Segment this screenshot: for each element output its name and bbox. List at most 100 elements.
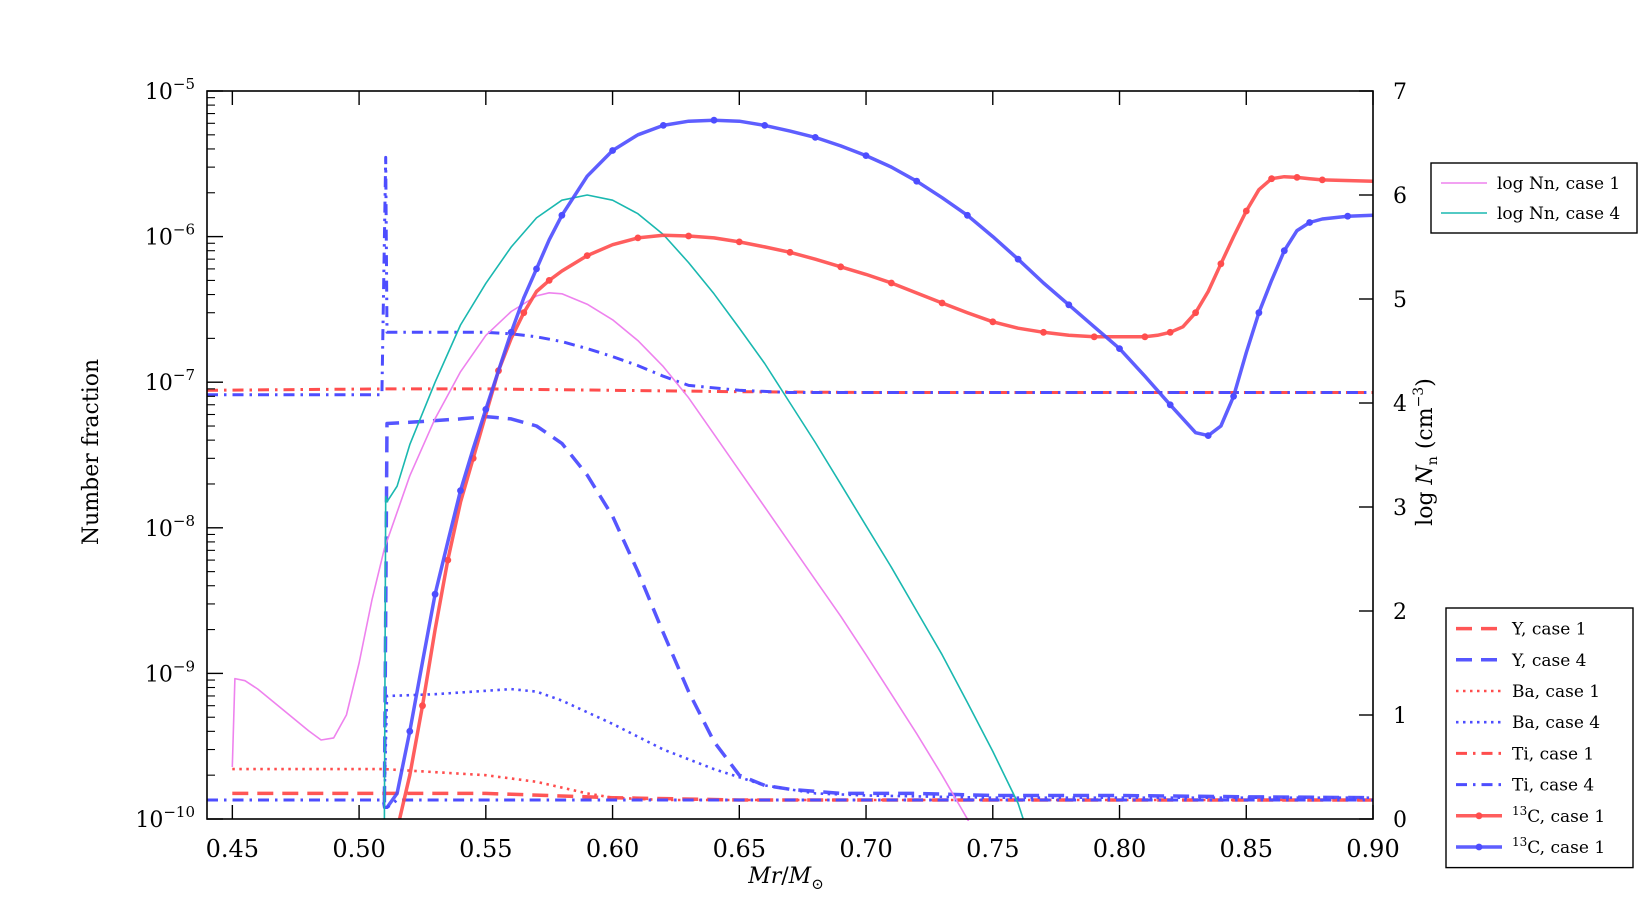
series-line-c13b	[385, 118, 1373, 809]
series-marker-c13b	[1204, 432, 1212, 439]
x-tick-label: 0.50	[332, 835, 385, 863]
y2-axis-label: log Nn (cm−3)	[1411, 378, 1441, 526]
y2-tick-label: 2	[1393, 600, 1407, 625]
series-marker-c13a	[1318, 176, 1326, 184]
legend-label: 13C, case 1	[1512, 835, 1605, 858]
series-marker-c13b	[862, 152, 870, 160]
series-marker-c13b	[1014, 255, 1022, 263]
series-marker-c13a	[888, 279, 895, 287]
series-marker-c13a	[545, 277, 553, 284]
series-marker-c13a	[520, 309, 528, 317]
series-marker-c13a	[1242, 207, 1250, 215]
legend-label: 13C, case 1	[1512, 804, 1605, 827]
series-marker-c13b	[457, 487, 464, 494]
y2-tick-label: 1	[1393, 704, 1407, 729]
legend-frame	[1430, 162, 1638, 234]
series-line-nn4	[383, 194, 1024, 820]
series-line-ba4	[383, 687, 1373, 803]
series-marker-c13b	[482, 406, 490, 413]
y2-tick-label: 6	[1393, 184, 1407, 209]
series-marker-c13b	[533, 265, 540, 273]
series-marker-c13b	[609, 147, 616, 154]
series-marker-c13a	[989, 318, 997, 326]
series-marker-c13a	[1217, 260, 1225, 268]
series-marker-c13a	[444, 556, 452, 564]
series-marker-c13a	[1166, 328, 1174, 336]
series-line-ba1	[232, 767, 1373, 802]
legend-label: Y, case 4	[1511, 651, 1587, 671]
legend-label: Y, case 1	[1511, 620, 1587, 640]
legend-bottom: Y, case 1 Y, case 4 Ba, case 1 Ba, case 4 Ti…	[1445, 607, 1634, 869]
series-layer	[207, 116, 1373, 821]
legend-marker	[1475, 812, 1483, 820]
series-marker-c13a	[786, 248, 794, 256]
series-marker-c13a	[1040, 328, 1047, 336]
y-tick-label: 10−7	[145, 366, 195, 396]
x-tick-label: 0.80	[1093, 835, 1146, 863]
legend-label: Ba, case 4	[1512, 713, 1600, 733]
series-marker-c13a	[1293, 174, 1301, 181]
x-tick-label: 0.55	[459, 835, 512, 863]
series-marker-c13a	[1192, 309, 1199, 317]
series-marker-c13b	[811, 134, 819, 141]
series-marker-c13b	[761, 122, 769, 129]
series-marker-c13b	[1116, 345, 1123, 352]
x-tick-label: 0.75	[966, 835, 1019, 863]
x-tick-label: 0.85	[1220, 835, 1273, 863]
series-marker-c13b	[431, 590, 439, 598]
series-marker-c13b	[964, 211, 971, 219]
axes-layer: 0.45 0.50 0.55 0.60 0.65 0.70 0.75 0.80 0.85 0.90…	[135, 75, 1407, 863]
legend-label: log Nn, case 4	[1497, 204, 1620, 224]
series-marker-c13b	[1280, 247, 1288, 255]
series-marker-c13a	[419, 702, 426, 710]
series-marker-c13b	[1344, 212, 1352, 220]
legend-label: log Nn, case 1	[1497, 174, 1620, 194]
plot-area	[207, 91, 1373, 819]
plot-frame	[206, 90, 1374, 820]
legend-top: log Nn, case 1 log Nn, case 4	[1430, 162, 1638, 234]
series-marker-c13a	[583, 252, 591, 259]
x-tick-label: 0.60	[586, 835, 639, 863]
series-marker-c13a	[735, 238, 743, 246]
series-marker-c13b	[710, 116, 718, 124]
series-marker-c13b	[1255, 309, 1263, 317]
series-marker-c13a	[685, 232, 692, 240]
legend-frame	[1445, 607, 1634, 869]
series-marker-c13b	[507, 328, 515, 336]
series-marker-c13a	[837, 263, 845, 271]
series-marker-c13a	[938, 299, 946, 307]
series-line-nn1	[231, 291, 970, 821]
x-tick-label: 0.90	[1346, 835, 1399, 863]
series-marker-c13b	[406, 727, 414, 735]
series-marker-c13b	[558, 211, 566, 219]
legend-marker	[1475, 843, 1483, 851]
plot-background	[207, 91, 1373, 819]
legend-label: Ba, case 1	[1512, 682, 1600, 702]
y-tick-label: 10−8	[145, 512, 195, 542]
y2-tick-label: 7	[1393, 80, 1407, 105]
y2-tick-label: 4	[1393, 392, 1407, 417]
series-marker-c13a	[1141, 333, 1149, 341]
x-axis-label: Mr/M⊙	[747, 864, 824, 893]
series-marker-c13b	[1230, 392, 1237, 400]
legend-label: Ti, case 4	[1512, 776, 1594, 796]
series-line-ti4	[207, 155, 1373, 397]
series-marker-c13b	[1065, 301, 1073, 309]
y-tick-label: 10−9	[145, 657, 195, 687]
y2-tick-label: 5	[1393, 288, 1407, 313]
series-marker-c13b	[1166, 401, 1174, 409]
y-tick-label: 10−5	[145, 75, 195, 105]
legend-label: Ti, case 1	[1512, 744, 1594, 764]
x-tick-label: 0.70	[839, 835, 892, 863]
series-marker-c13b	[659, 122, 667, 129]
y-tick-label: 10−10	[135, 803, 195, 833]
y2-tick-label: 3	[1393, 496, 1407, 521]
x-tick-label: 0.65	[713, 835, 766, 863]
series-marker-c13a	[1268, 175, 1275, 183]
y-tick-label: 10−6	[145, 221, 195, 251]
series-marker-c13b	[1306, 219, 1313, 226]
series-marker-c13a	[634, 234, 642, 242]
x-tick-label: 0.45	[206, 835, 259, 863]
series-marker-c13a	[1090, 333, 1098, 341]
